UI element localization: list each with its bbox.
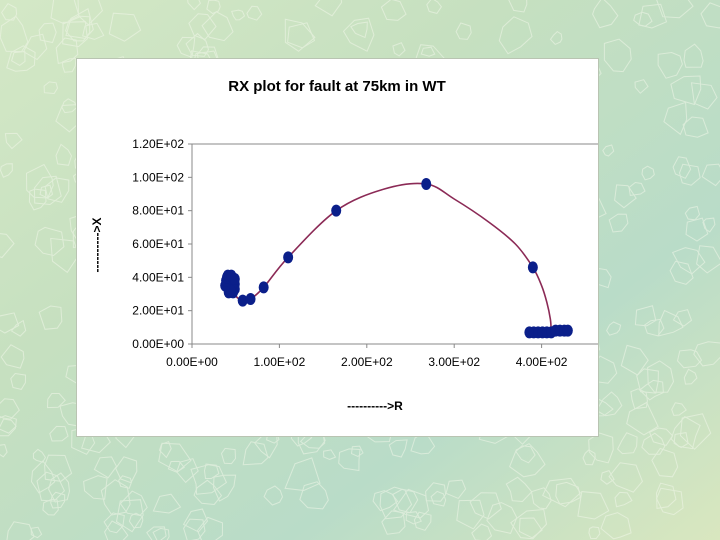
data-markers xyxy=(220,178,573,339)
y-tick-label: 8.00E+01 xyxy=(132,204,184,218)
x-axis-label: ---------->R xyxy=(347,399,403,413)
y-tick-label: 1.00E+02 xyxy=(132,170,184,184)
x-tick-label: 3.00E+02 xyxy=(428,355,480,369)
y-tick-label: 4.00E+01 xyxy=(132,270,184,284)
data-point xyxy=(245,293,256,305)
chart-title: RX plot for fault at 75km in WT xyxy=(228,78,446,95)
rx-trajectory-line xyxy=(226,182,553,331)
data-point xyxy=(229,273,240,285)
data-point xyxy=(562,324,573,337)
y-axis: 0.00E+00 2.00E+01 4.00E+01 6.00E+01 8.00E+01… xyxy=(132,137,192,351)
y-tick-label: 6.00E+01 xyxy=(132,237,184,251)
x-tick-label: 2.00E+02 xyxy=(341,355,393,369)
y-tick-label: 0.00E+00 xyxy=(132,337,184,351)
data-point xyxy=(421,178,432,190)
chart-area: RX plot for fault at 75km in WT 0.00E+00… xyxy=(76,58,599,437)
data-point xyxy=(237,294,248,307)
x-axis: 0.00E+00 1.00E+02 2.00E+02 3.00E+02 4.00E+02… xyxy=(166,344,568,369)
x-tick-label: 1.00E+02 xyxy=(254,355,306,369)
y-tick-label: 1.20E+02 xyxy=(132,137,184,151)
y-tick-label: 2.00E+01 xyxy=(132,304,184,318)
data-point xyxy=(283,251,294,264)
plot-area xyxy=(191,143,598,345)
rx-plot: RX plot for fault at 75km in WT 0.00E+00… xyxy=(90,78,598,413)
data-point xyxy=(527,261,538,274)
x-tick-label: 0.00E+00 xyxy=(166,355,218,369)
data-point xyxy=(331,204,342,217)
data-point xyxy=(258,281,269,294)
x-tick-label: 4.00E+02 xyxy=(516,355,568,369)
y-axis-label: ---------->X xyxy=(90,218,104,273)
